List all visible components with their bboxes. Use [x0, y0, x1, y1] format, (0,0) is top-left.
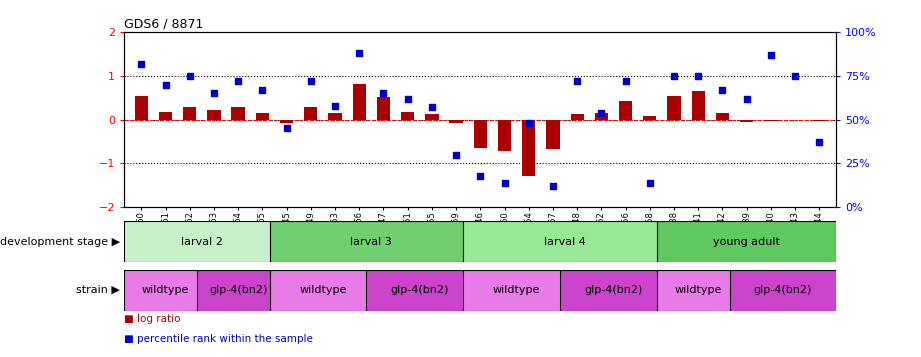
Point — [740, 96, 754, 101]
Point — [787, 73, 802, 79]
Bar — [740, 120, 753, 122]
Bar — [207, 110, 221, 120]
Text: young adult: young adult — [713, 237, 780, 247]
Point — [691, 73, 705, 79]
Point — [764, 52, 778, 58]
Bar — [401, 112, 414, 120]
Bar — [377, 97, 391, 120]
Bar — [270, 270, 376, 311]
Bar — [449, 120, 462, 123]
Point — [643, 180, 658, 185]
Bar — [570, 114, 584, 120]
Text: wildtype: wildtype — [299, 285, 346, 295]
Bar — [595, 113, 608, 120]
Text: glp-4(bn2): glp-4(bn2) — [753, 285, 812, 295]
Bar — [197, 270, 279, 311]
Text: larval 2: larval 2 — [181, 237, 223, 247]
Text: strain ▶: strain ▶ — [76, 285, 120, 295]
Bar — [657, 270, 740, 311]
Point — [667, 73, 682, 79]
Bar — [134, 96, 148, 120]
Bar — [729, 270, 836, 311]
Point — [401, 96, 415, 101]
Point — [279, 125, 294, 131]
Bar — [280, 120, 293, 123]
Point — [618, 78, 633, 84]
Bar — [812, 120, 826, 121]
Bar — [473, 120, 487, 148]
Bar — [304, 107, 318, 120]
Point — [352, 50, 367, 56]
Bar — [716, 112, 729, 120]
Bar — [124, 270, 206, 311]
Point — [545, 183, 560, 189]
Bar — [560, 270, 667, 311]
Point — [255, 87, 270, 93]
Bar — [353, 84, 366, 120]
Bar — [643, 116, 657, 120]
Text: development stage ▶: development stage ▶ — [0, 237, 120, 247]
Bar — [657, 221, 836, 262]
Point — [182, 73, 197, 79]
Bar — [426, 114, 438, 120]
Point — [231, 78, 246, 84]
Bar — [498, 120, 511, 151]
Text: ■ percentile rank within the sample: ■ percentile rank within the sample — [124, 334, 313, 344]
Point — [497, 180, 512, 185]
Bar — [158, 112, 172, 120]
Point — [328, 103, 343, 109]
Bar — [764, 120, 777, 121]
Text: glp-4(bn2): glp-4(bn2) — [584, 285, 643, 295]
Bar — [668, 96, 681, 120]
Text: wildtype: wildtype — [493, 285, 541, 295]
Bar — [256, 112, 269, 120]
Point — [812, 140, 827, 145]
Bar — [463, 270, 570, 311]
Bar — [183, 107, 196, 120]
Bar — [692, 91, 705, 120]
Bar — [329, 113, 342, 120]
Point — [594, 110, 609, 115]
Text: larval 3: larval 3 — [351, 237, 392, 247]
Point — [158, 82, 173, 87]
Bar — [231, 107, 245, 120]
Bar — [270, 221, 473, 262]
Point — [521, 120, 536, 126]
Point — [473, 173, 488, 178]
Point — [303, 78, 318, 84]
Text: larval 4: larval 4 — [544, 237, 586, 247]
Bar — [546, 120, 560, 149]
Text: glp-4(bn2): glp-4(bn2) — [391, 285, 449, 295]
Text: wildtype: wildtype — [674, 285, 722, 295]
Point — [449, 152, 463, 157]
Point — [570, 78, 585, 84]
Point — [206, 91, 221, 96]
Bar — [124, 221, 279, 262]
Point — [715, 87, 729, 93]
Point — [376, 91, 391, 96]
Point — [134, 61, 148, 66]
Bar — [367, 270, 473, 311]
Text: ■ log ratio: ■ log ratio — [124, 314, 181, 324]
Bar — [522, 120, 535, 176]
Text: GDS6 / 8871: GDS6 / 8871 — [124, 18, 204, 31]
Point — [425, 105, 439, 110]
Bar — [619, 101, 632, 120]
Text: wildtype: wildtype — [142, 285, 189, 295]
Bar — [463, 221, 667, 262]
Text: glp-4(bn2): glp-4(bn2) — [209, 285, 267, 295]
